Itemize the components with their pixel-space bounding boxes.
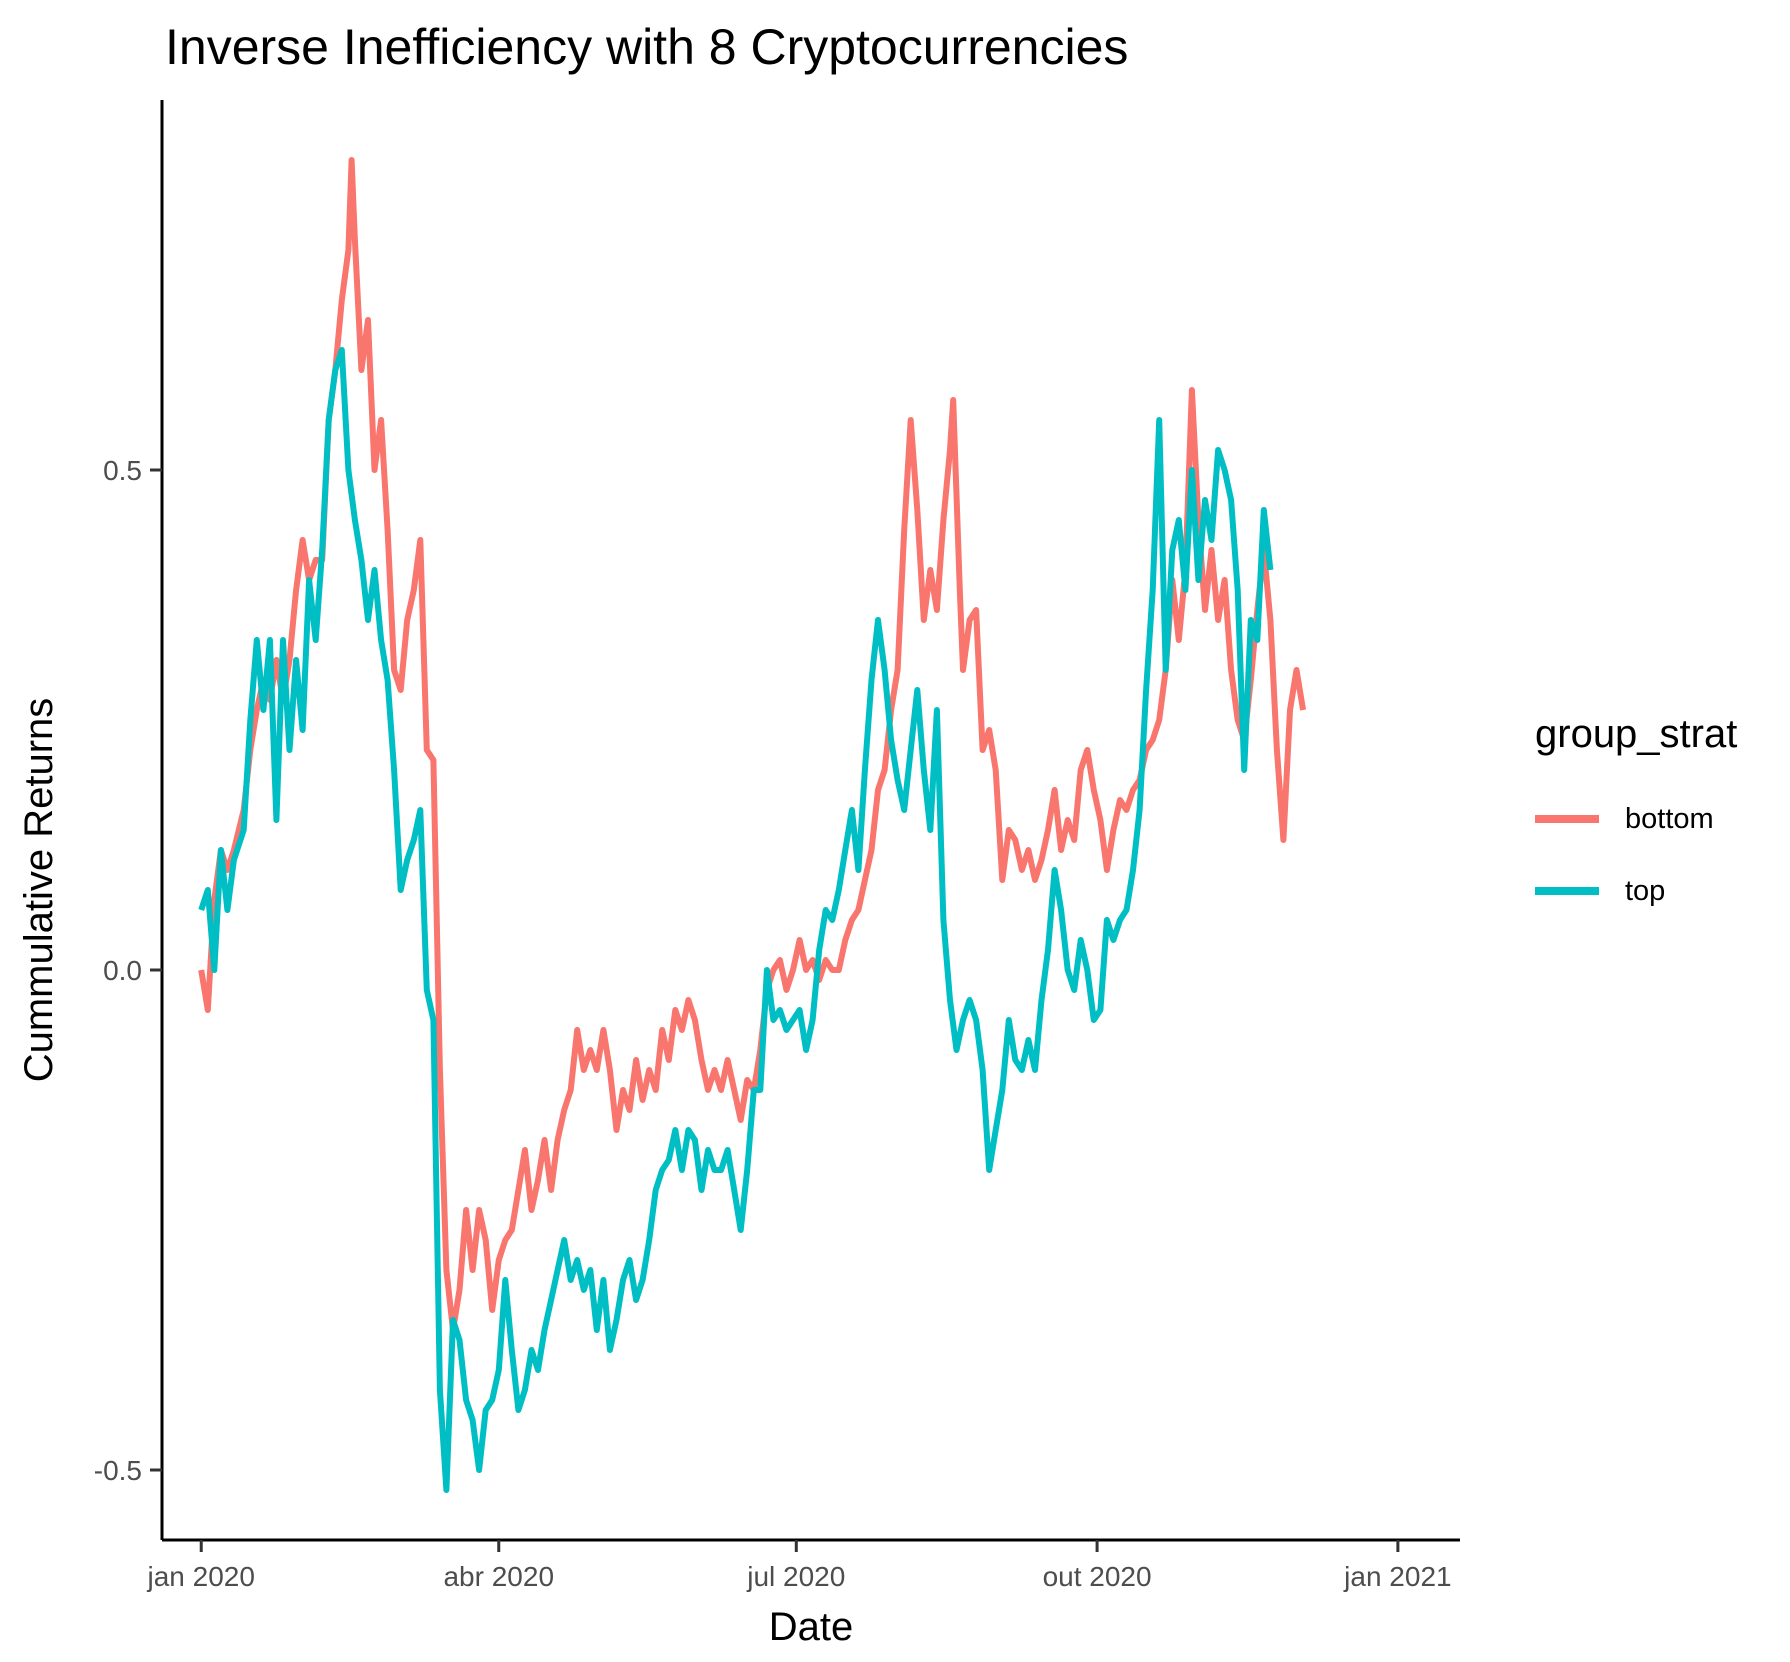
x-tick-label: abr 2020 bbox=[443, 1561, 554, 1592]
y-tick-label: 0.0 bbox=[103, 955, 142, 986]
legend-key-top bbox=[1535, 887, 1599, 895]
y-axis-title: Cummulative Returns bbox=[17, 698, 61, 1083]
chart-title: Inverse Inefficiency with 8 Cryptocurren… bbox=[165, 19, 1129, 75]
series-layer bbox=[198, 157, 1307, 1493]
y-tick-label: 0.5 bbox=[103, 455, 142, 486]
x-tick-label: jan 2021 bbox=[1343, 1561, 1451, 1592]
legend-item-top: top bbox=[1535, 855, 1737, 927]
legend-item-bottom: bottom bbox=[1535, 783, 1737, 855]
x-tick-label: jul 2020 bbox=[746, 1561, 845, 1592]
y-axis-ticks: 0.5 0.0 -0.5 bbox=[94, 455, 162, 1486]
series-line-top bbox=[198, 347, 1274, 1493]
x-axis-ticks: jan 2020 abr 2020 jul 2020 out 2020 jan 2021 bbox=[147, 1540, 1452, 1592]
legend-title: group_strat bbox=[1535, 712, 1738, 756]
y-tick-label: -0.5 bbox=[94, 1455, 142, 1486]
legend-label-bottom: bottom bbox=[1625, 802, 1714, 835]
x-tick-label: out 2020 bbox=[1043, 1561, 1152, 1592]
legend-label-top: top bbox=[1625, 874, 1666, 907]
legend: group_strat bottom top bbox=[1535, 712, 1737, 927]
series-line-bottom bbox=[198, 157, 1307, 1333]
legend-key-bottom bbox=[1535, 815, 1599, 823]
x-axis-title: Date bbox=[769, 1605, 854, 1649]
x-tick-label: jan 2020 bbox=[147, 1561, 255, 1592]
